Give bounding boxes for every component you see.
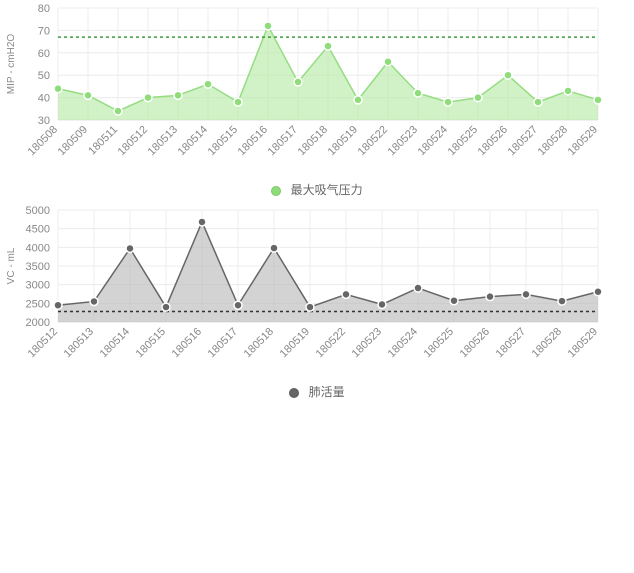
vc-legend: 肺活量 — [0, 377, 634, 404]
vc-legend-label: 肺活量 — [309, 385, 345, 399]
svg-text:4500: 4500 — [26, 224, 50, 236]
svg-text:70: 70 — [38, 25, 50, 37]
svg-text:80: 80 — [38, 3, 50, 15]
svg-text:3500: 3500 — [26, 261, 50, 273]
svg-text:50: 50 — [38, 70, 50, 82]
svg-text:30: 30 — [38, 115, 50, 127]
svg-text:2000: 2000 — [26, 317, 50, 329]
svg-text:3000: 3000 — [26, 280, 50, 292]
svg-text:60: 60 — [38, 48, 50, 60]
svg-text:2500: 2500 — [26, 298, 50, 310]
vc-chart-container: 2000250030003500400045005000180512180513… — [0, 202, 634, 404]
mip-legend-label: 最大吸气压力 — [291, 183, 363, 197]
svg-text:VC - mL: VC - mL — [6, 247, 17, 284]
svg-text:4000: 4000 — [26, 242, 50, 254]
svg-text:5000: 5000 — [26, 205, 50, 217]
svg-text:40: 40 — [38, 93, 50, 105]
charts-page: 3040506070801805081805091805111805121805… — [0, 0, 634, 573]
mip-chart-container: 3040506070801805081805091805111805121805… — [0, 0, 634, 202]
svg-text:MIP - cmH2O: MIP - cmH2O — [6, 34, 17, 95]
mip-legend-marker — [271, 186, 281, 196]
vc-chart: 2000250030003500400045005000180512180513… — [0, 202, 610, 377]
mip-chart: 3040506070801805081805091805111805121805… — [0, 0, 610, 175]
mip-legend: 最大吸气压力 — [0, 175, 634, 202]
vc-legend-marker — [289, 388, 299, 398]
